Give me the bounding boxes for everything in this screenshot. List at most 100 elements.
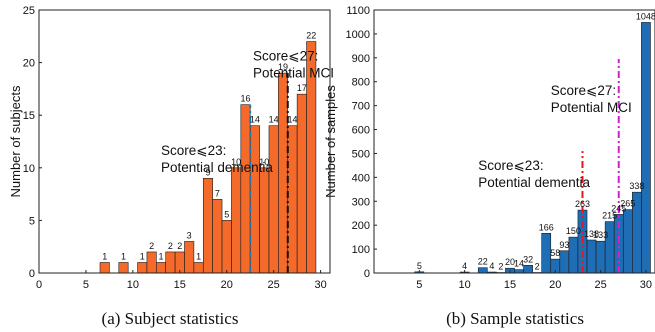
a-bar-label-14: 2 [168, 241, 173, 251]
b-y-tick-label-1000: 1000 [346, 29, 370, 41]
b-y-tick-label-1100: 1100 [346, 5, 370, 17]
a-annotation-2: Score⩽27: Potential MCI [253, 48, 334, 80]
b-bar-16 [514, 269, 524, 274]
a-y-tick-label-20: 20 [23, 58, 35, 70]
a-y-tick-label-25: 25 [23, 5, 35, 17]
a-bar-label-16: 3 [187, 230, 192, 240]
b-bar-label-14: 2 [498, 262, 503, 272]
b-y-tick-label-700: 700 [352, 101, 370, 113]
b-bar-label-20: 58 [550, 248, 560, 258]
b-bar-label-28: 265 [620, 199, 635, 209]
b-bar-label-10: 4 [462, 261, 467, 271]
a-bar-label-15: 2 [177, 241, 182, 251]
a-bar-label-19: 7 [215, 188, 220, 198]
a-bar-label-11: 1 [140, 251, 145, 261]
a-axes-box [38, 9, 331, 274]
b-x-tick-label-10: 10 [459, 279, 471, 291]
a-annotation-1: Score⩽23: Potential dementia [161, 143, 273, 175]
b-y-tick-label-0: 0 [364, 268, 370, 280]
a-bar-label-29: 22 [306, 31, 316, 41]
a-x-tick-label-25: 25 [268, 279, 280, 291]
a-bar-label-7: 1 [102, 251, 107, 261]
a-x-tick-label-15: 15 [174, 279, 186, 291]
b-x-tick-label-15: 15 [504, 279, 516, 291]
b-bar-label-12: 22 [478, 257, 488, 267]
b-bar-22 [568, 236, 579, 274]
b-bar-label-19: 166 [539, 222, 554, 232]
a-bar-label-21: 10 [231, 157, 241, 167]
a-annotation-1-line-1: Score⩽23: [161, 143, 226, 158]
b-bar-label-24: 138 [584, 229, 599, 239]
b-y-tick-label-900: 900 [352, 53, 370, 65]
b-axes-box [373, 9, 655, 274]
b-caption: (b) Sample statistics [446, 309, 584, 328]
b-y-tick-label-200: 200 [352, 220, 370, 232]
b-bar-label-16: 14 [514, 259, 524, 269]
a-x-tick-label-0: 0 [36, 279, 42, 291]
b-bar-28 [622, 209, 633, 274]
b-bar-label-26: 215 [602, 211, 617, 221]
b-bar-label-21: 93 [559, 240, 569, 250]
a-y-tick-label-10: 10 [23, 163, 35, 175]
a-bar-label-9: 1 [121, 251, 126, 261]
b-annotation-1-line-1: Score⩽23: [478, 158, 543, 173]
a-bar-label-22: 16 [241, 94, 251, 104]
b-bar-label-23: 263 [575, 199, 590, 209]
b-y-tick-label-100: 100 [352, 244, 370, 256]
b-bar-17 [523, 265, 533, 274]
a-y-tick-label-5: 5 [29, 215, 35, 227]
a-bar-label-24: 10 [259, 157, 269, 167]
b-bar-label-22: 150 [566, 226, 581, 236]
a-bar-label-28: 17 [297, 83, 307, 93]
b-y-tick-label-800: 800 [352, 77, 370, 89]
a-bar-label-25: 14 [269, 115, 279, 125]
b-annotation-2-line-1: Score⩽27: [551, 83, 616, 98]
b-x-tick-label-30: 30 [640, 279, 652, 291]
b-bar-label-29: 338 [629, 181, 644, 191]
a-y-tick-label-15: 15 [23, 110, 35, 122]
b-bar-label-17: 32 [523, 254, 533, 264]
b-y-tick-label-600: 600 [352, 125, 370, 137]
b-bar-label-25: 133 [593, 230, 608, 240]
b-x-tick-label-25: 25 [594, 279, 606, 291]
a-annotation-1-line-2: Potential dementia [161, 160, 273, 175]
a-x-tick-label-30: 30 [314, 279, 326, 291]
a-bar-label-27: 14 [287, 115, 297, 125]
b-x-tick-label-5: 5 [416, 279, 422, 291]
b-bar-label-27: 245 [611, 203, 626, 213]
b-x-tick-label-20: 20 [549, 279, 561, 291]
b-bar-label-5: 5 [417, 261, 422, 271]
a-y-axis-label: Number of subjects [8, 85, 23, 197]
a-bar-label-17: 1 [196, 251, 201, 261]
b-bar-25 [595, 240, 606, 274]
a-x-tick-label-5: 5 [83, 279, 89, 291]
a-x-tick-label-20: 20 [221, 279, 233, 291]
a-x-tick-label-10: 10 [127, 279, 139, 291]
b-y-tick-label-400: 400 [352, 172, 370, 184]
a-bar-label-13: 1 [159, 251, 164, 261]
b-y-tick-label-300: 300 [352, 196, 370, 208]
b-annotation-2-line-2: Potential MCI [551, 100, 632, 115]
a-annotation-2-line-2: Potential MCI [253, 65, 334, 80]
b-bar-21 [559, 250, 570, 274]
a-bar-label-18: 9 [205, 167, 210, 177]
a-annotation-2-line-1: Score⩽27: [253, 48, 318, 63]
b-bar-24 [586, 239, 597, 274]
a-caption: (a) Subject statistics [102, 309, 239, 328]
b-bar-label-18: 2 [535, 262, 540, 272]
a-bar-label-20: 5 [224, 209, 229, 219]
b-annotation-1-line-2: Potential dementia [478, 175, 590, 190]
b-bar-30 [641, 22, 651, 274]
a-bar-label-26: 19 [278, 62, 288, 72]
b-y-tick-label-500: 500 [352, 148, 370, 160]
b-annotation-1: Score⩽23: Potential dementia [478, 158, 590, 190]
b-y-axis-label: Number of samples [323, 85, 338, 198]
b-annotation-2: Score⩽27: Potential MCI [551, 83, 632, 115]
a-y-tick-label-0: 0 [29, 268, 35, 280]
a-bar-label-23: 14 [250, 115, 260, 125]
a-bar-label-12: 2 [149, 241, 154, 251]
b-bar-label-15: 20 [505, 257, 515, 267]
